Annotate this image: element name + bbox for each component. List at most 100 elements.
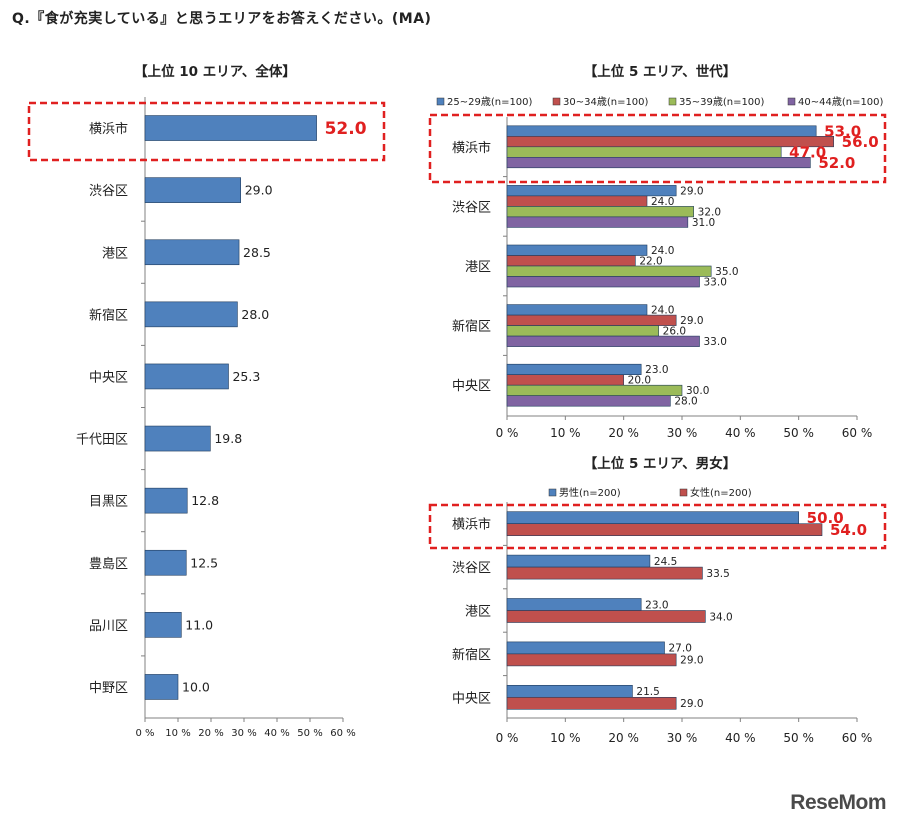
x-tick-label: 40 % bbox=[264, 728, 289, 739]
x-tick-label: 50 % bbox=[783, 731, 814, 745]
value-label: 23.0 bbox=[645, 364, 668, 376]
bar bbox=[506, 566, 703, 580]
bar bbox=[506, 641, 665, 655]
value-label: 29.0 bbox=[680, 655, 703, 667]
x-tick-label: 50 % bbox=[783, 426, 814, 440]
category-label: 渋谷区 bbox=[452, 561, 491, 576]
value-label: 23.0 bbox=[645, 599, 668, 611]
bar bbox=[506, 653, 677, 667]
category-label: 新宿区 bbox=[452, 319, 491, 335]
value-label: 29.0 bbox=[680, 698, 703, 710]
value-label: 29.0 bbox=[680, 185, 703, 197]
legend-swatch bbox=[552, 97, 561, 106]
category-label: 渋谷区 bbox=[89, 184, 128, 199]
value-label: 31.0 bbox=[692, 217, 715, 229]
bar bbox=[506, 125, 817, 137]
legend-swatch bbox=[679, 488, 688, 497]
legend-label: 35~39歳(n=100) bbox=[679, 96, 765, 108]
category-label: 新宿区 bbox=[452, 647, 491, 663]
bar bbox=[506, 276, 700, 288]
bar bbox=[506, 136, 834, 148]
bar bbox=[144, 239, 240, 266]
bar bbox=[506, 554, 651, 568]
x-tick-label: 10 % bbox=[550, 731, 581, 745]
bar bbox=[144, 612, 182, 638]
value-label: 11.0 bbox=[185, 617, 213, 632]
value-label: 34.0 bbox=[709, 611, 732, 623]
x-tick-label: 30 % bbox=[667, 731, 698, 745]
category-label: 渋谷区 bbox=[452, 200, 491, 215]
category-label: 横浜市 bbox=[89, 121, 128, 137]
bar bbox=[506, 696, 677, 710]
category-label: 港区 bbox=[465, 260, 491, 275]
value-label: 52.0 bbox=[325, 119, 367, 139]
bar bbox=[506, 511, 799, 525]
value-label: 29.0 bbox=[680, 315, 703, 327]
overall-chart: 【上位 10 エリア、全体】 0 % 10 % 20 % 30 % 40 % 50 % 60 … bbox=[27, 63, 386, 739]
category-label: 豊島区 bbox=[89, 557, 128, 572]
value-label: 19.8 bbox=[214, 431, 242, 446]
question-title: Q.『食が充実している』と思うエリアをお答えください。(MA) bbox=[12, 11, 432, 27]
value-label: 24.0 bbox=[651, 245, 674, 257]
bar bbox=[506, 374, 624, 386]
value-label: 28.0 bbox=[241, 307, 269, 322]
value-label: 27.0 bbox=[669, 643, 692, 655]
value-label: 35.0 bbox=[715, 266, 738, 278]
value-label: 30.0 bbox=[686, 385, 709, 397]
category-label: 港区 bbox=[465, 605, 491, 620]
x-tick-label: 40 % bbox=[725, 426, 756, 440]
value-label: 47.0 bbox=[789, 143, 826, 161]
value-label: 33.0 bbox=[704, 277, 727, 289]
value-label: 12.5 bbox=[190, 555, 218, 570]
x-tick-label: 60 % bbox=[842, 731, 873, 745]
x-tick-label: 40 % bbox=[725, 731, 756, 745]
highlight-box bbox=[428, 113, 887, 184]
x-tick-label: 20 % bbox=[608, 731, 639, 745]
value-label: 28.0 bbox=[674, 396, 697, 408]
category-label: 横浜市 bbox=[452, 517, 491, 533]
category-label: 目黒区 bbox=[89, 495, 128, 510]
chart-title: 【上位 5 エリア、男女】 bbox=[584, 455, 736, 472]
bar bbox=[506, 265, 712, 277]
category-label: 品川区 bbox=[89, 619, 128, 634]
generation-chart: 【上位 5 エリア、世代】 25~29歳(n=100) 30~34歳(n=100) 3… bbox=[428, 63, 887, 440]
bar bbox=[506, 206, 694, 218]
value-label: 32.0 bbox=[698, 206, 721, 218]
category-label: 中央区 bbox=[89, 370, 128, 385]
bar bbox=[506, 523, 823, 537]
value-label: 50.0 bbox=[807, 509, 844, 527]
bar bbox=[506, 146, 782, 158]
bar bbox=[144, 301, 238, 328]
legend-label: 25~29歳(n=100) bbox=[447, 96, 533, 108]
value-label: 28.5 bbox=[243, 245, 271, 260]
bar bbox=[506, 598, 642, 611]
value-label: 21.5 bbox=[636, 686, 659, 698]
value-label: 24.5 bbox=[654, 556, 677, 568]
bar bbox=[144, 549, 187, 576]
x-tick-label: 60 % bbox=[330, 728, 355, 739]
x-tick-label: 30 % bbox=[667, 426, 698, 440]
highlight-box bbox=[27, 101, 386, 162]
bar bbox=[506, 185, 677, 197]
bar bbox=[506, 314, 677, 326]
value-label: 20.0 bbox=[628, 375, 651, 387]
value-label: 12.8 bbox=[191, 493, 219, 508]
bar bbox=[506, 304, 648, 316]
x-tick-label: 30 % bbox=[231, 728, 256, 739]
bar bbox=[506, 395, 671, 407]
legend-label: 女性(n=200) bbox=[690, 486, 752, 499]
bar bbox=[506, 384, 683, 397]
bar bbox=[506, 335, 700, 347]
x-tick-label: 20 % bbox=[608, 426, 639, 440]
bar bbox=[506, 244, 648, 256]
value-label: 24.0 bbox=[651, 196, 674, 208]
x-tick-label: 0 % bbox=[496, 426, 519, 440]
legend-swatch bbox=[436, 97, 445, 106]
legend-swatch bbox=[548, 488, 557, 497]
bar bbox=[506, 325, 659, 337]
value-label: 22.0 bbox=[639, 256, 662, 268]
value-label: 33.5 bbox=[706, 568, 729, 580]
legend-label: 40~44歳(n=100) bbox=[798, 96, 884, 108]
bar bbox=[506, 216, 689, 228]
